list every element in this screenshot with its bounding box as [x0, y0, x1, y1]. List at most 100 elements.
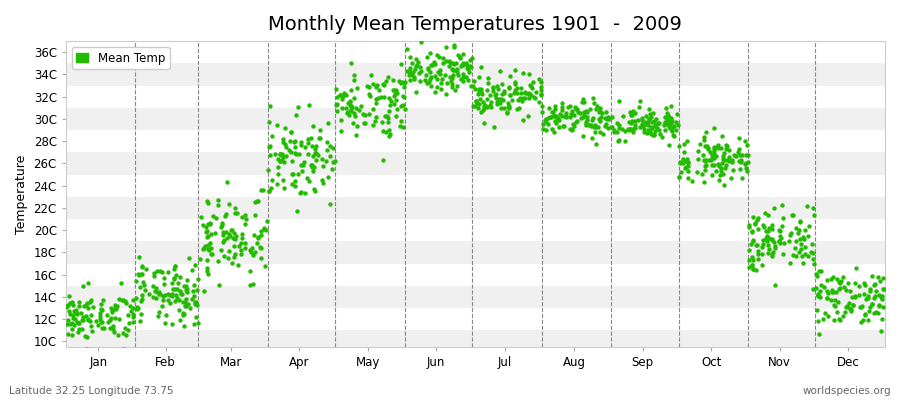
Point — [802, 222, 816, 229]
Point — [793, 218, 807, 224]
Point — [535, 103, 549, 109]
Point — [212, 282, 227, 288]
Point — [381, 115, 395, 121]
Point — [718, 165, 733, 172]
Point — [61, 293, 76, 299]
Point — [714, 168, 728, 174]
Point — [706, 124, 721, 131]
Point — [812, 268, 826, 274]
Point — [555, 104, 570, 111]
Point — [463, 57, 477, 63]
Point — [484, 99, 499, 106]
Point — [573, 115, 588, 121]
Point — [473, 96, 488, 102]
Point — [437, 72, 452, 78]
Point — [248, 212, 262, 218]
Point — [676, 141, 690, 148]
Point — [379, 128, 393, 135]
Point — [196, 288, 211, 295]
Point — [772, 238, 787, 244]
Point — [784, 229, 798, 236]
Point — [396, 124, 410, 130]
Point — [382, 133, 396, 140]
Point — [62, 308, 77, 314]
Point — [677, 149, 691, 156]
Point — [706, 155, 721, 161]
Point — [805, 240, 819, 247]
Point — [732, 135, 746, 142]
Point — [350, 85, 365, 91]
Point — [104, 324, 119, 331]
Point — [228, 250, 242, 257]
Point — [155, 303, 169, 309]
Point — [225, 260, 239, 266]
Point — [305, 153, 320, 159]
Point — [593, 129, 608, 136]
Point — [680, 138, 694, 144]
Point — [490, 101, 504, 108]
Y-axis label: Temperature: Temperature — [15, 154, 28, 234]
Point — [202, 233, 216, 239]
Point — [628, 110, 643, 116]
Point — [732, 158, 746, 164]
Point — [333, 92, 347, 99]
Point — [424, 83, 438, 89]
Point — [179, 296, 194, 302]
Point — [436, 55, 450, 61]
Point — [800, 203, 814, 210]
Point — [742, 224, 756, 230]
Point — [390, 90, 404, 96]
Point — [445, 84, 459, 90]
Point — [361, 110, 375, 117]
Point — [817, 284, 832, 290]
Point — [698, 143, 712, 150]
Point — [414, 68, 428, 74]
Point — [565, 108, 580, 114]
Point — [256, 187, 270, 194]
Point — [294, 168, 309, 175]
Point — [200, 234, 214, 241]
Point — [131, 271, 146, 277]
Point — [94, 301, 108, 307]
Point — [275, 177, 290, 184]
Point — [287, 150, 302, 156]
Point — [626, 108, 640, 115]
Point — [201, 242, 215, 248]
Point — [646, 131, 661, 138]
Point — [847, 280, 861, 286]
Point — [136, 279, 150, 285]
Point — [461, 77, 475, 84]
Point — [584, 123, 598, 129]
Point — [641, 119, 655, 126]
Point — [307, 164, 321, 170]
Point — [409, 89, 423, 96]
Point — [365, 106, 380, 112]
Point — [443, 74, 457, 80]
Point — [712, 176, 726, 183]
Point — [193, 256, 207, 262]
Point — [724, 175, 738, 181]
Point — [745, 265, 760, 272]
Point — [60, 321, 75, 327]
Point — [473, 109, 488, 115]
Point — [494, 96, 508, 102]
Point — [66, 302, 80, 308]
Point — [665, 125, 680, 132]
Point — [387, 100, 401, 107]
Point — [187, 282, 202, 288]
Point — [191, 276, 205, 282]
Point — [495, 80, 509, 87]
Point — [425, 62, 439, 68]
Point — [94, 306, 109, 312]
Point — [203, 230, 218, 237]
Point — [248, 199, 262, 205]
Point — [148, 285, 163, 291]
Point — [404, 60, 419, 66]
Point — [140, 266, 154, 272]
Point — [536, 108, 550, 115]
Point — [263, 103, 277, 110]
Point — [526, 78, 540, 85]
Point — [443, 33, 457, 40]
Point — [445, 66, 459, 72]
Point — [740, 168, 754, 174]
